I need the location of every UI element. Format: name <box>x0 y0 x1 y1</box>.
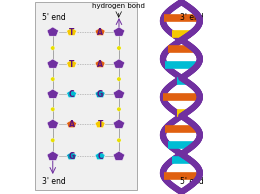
Circle shape <box>51 107 55 111</box>
Polygon shape <box>67 28 77 36</box>
Text: G: G <box>68 152 75 161</box>
Text: A: A <box>97 60 103 68</box>
Polygon shape <box>113 59 125 68</box>
Text: G: G <box>97 90 103 99</box>
Text: 5' end: 5' end <box>180 177 203 186</box>
Polygon shape <box>95 152 105 160</box>
Polygon shape <box>67 152 77 160</box>
Text: C: C <box>97 152 103 161</box>
Text: T: T <box>69 28 74 36</box>
Text: T: T <box>98 120 103 129</box>
Polygon shape <box>113 27 125 36</box>
Polygon shape <box>47 27 58 36</box>
Text: 3' end: 3' end <box>180 13 203 23</box>
FancyBboxPatch shape <box>35 2 137 190</box>
Circle shape <box>51 138 55 142</box>
Circle shape <box>117 46 121 50</box>
Text: 3' end: 3' end <box>42 177 65 186</box>
Polygon shape <box>113 119 125 128</box>
Circle shape <box>117 107 121 111</box>
Polygon shape <box>67 120 77 128</box>
Circle shape <box>51 77 55 81</box>
Polygon shape <box>113 151 125 160</box>
Polygon shape <box>47 119 58 128</box>
Polygon shape <box>95 28 105 36</box>
Polygon shape <box>95 60 105 68</box>
Polygon shape <box>47 89 58 98</box>
Polygon shape <box>67 90 77 98</box>
Text: hydrogen bond: hydrogen bond <box>92 3 145 9</box>
Polygon shape <box>47 151 58 160</box>
Polygon shape <box>67 60 77 68</box>
Polygon shape <box>47 59 58 68</box>
Text: A: A <box>69 120 75 129</box>
Circle shape <box>117 138 121 142</box>
Text: 5' end: 5' end <box>42 13 65 23</box>
Polygon shape <box>95 120 105 128</box>
Text: A: A <box>97 28 103 36</box>
Circle shape <box>51 46 55 50</box>
Polygon shape <box>113 89 125 98</box>
Text: C: C <box>69 90 74 99</box>
Text: T: T <box>69 60 74 68</box>
Circle shape <box>117 77 121 81</box>
Polygon shape <box>95 90 105 98</box>
